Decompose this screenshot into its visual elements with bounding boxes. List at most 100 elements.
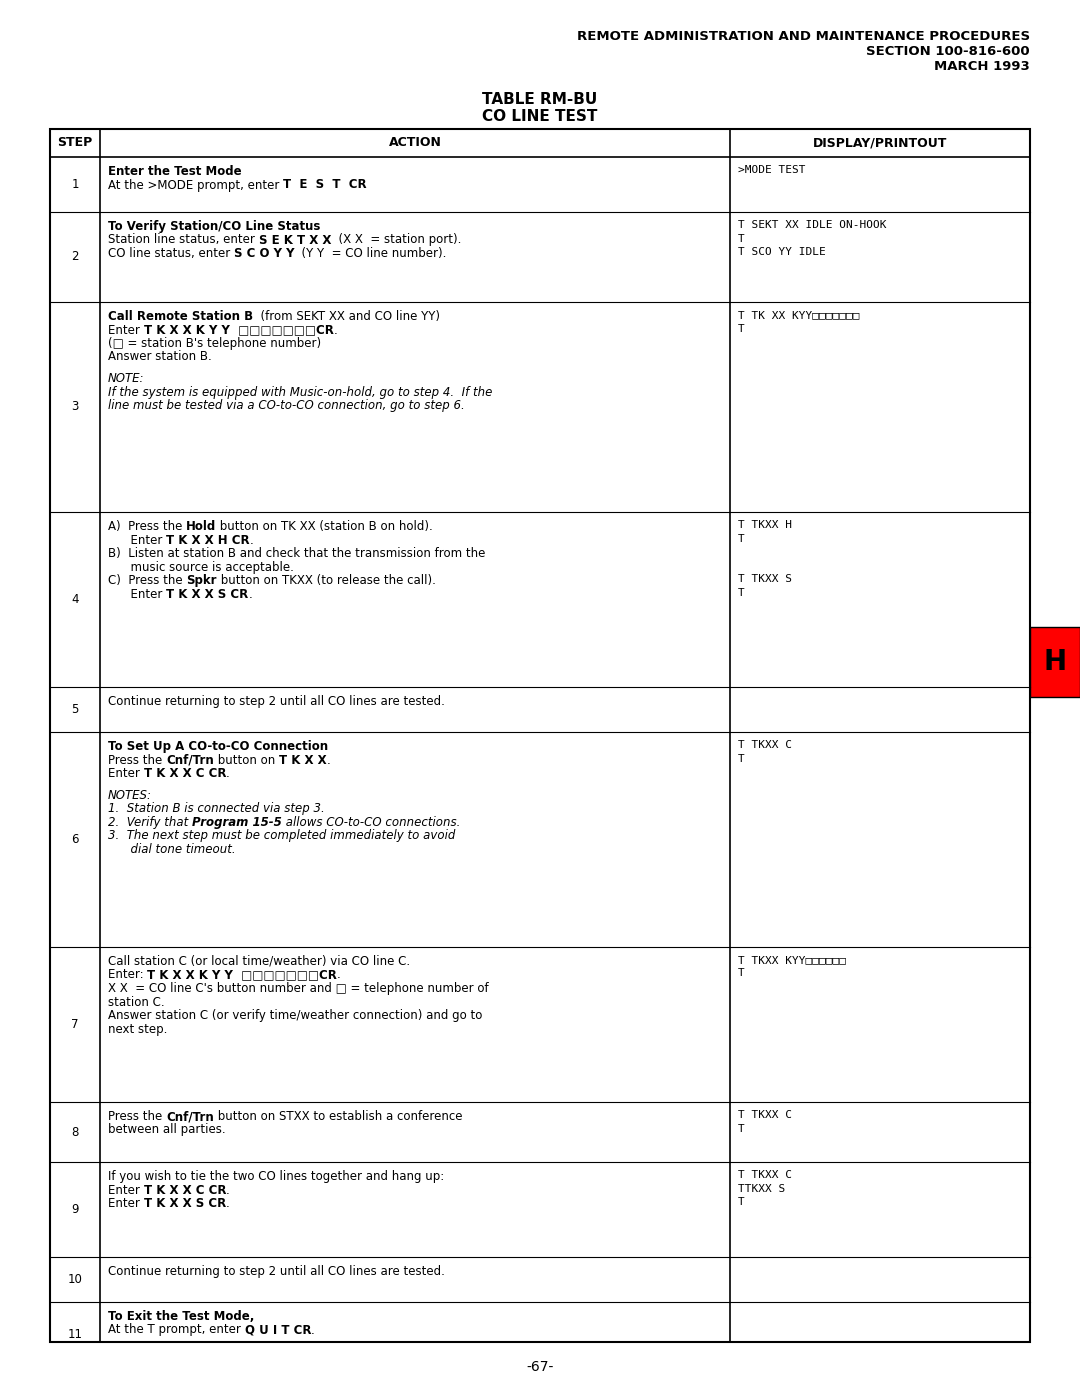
Bar [1030,627,1080,697]
Text: Enter: Enter [108,324,144,337]
Text: line must be tested via a CO-to-CO connection, go to step 6.: line must be tested via a CO-to-CO conne… [108,400,464,412]
Text: 5: 5 [71,703,79,717]
Text: T K X X C CR: T K X X C CR [144,1183,226,1196]
Text: .: . [249,534,254,546]
Text: REMOTE ADMINISTRATION AND MAINTENANCE PROCEDURES: REMOTE ADMINISTRATION AND MAINTENANCE PR… [577,29,1030,43]
Text: To Set Up A CO-to-CO Connection: To Set Up A CO-to-CO Connection [108,740,328,753]
Text: ACTION: ACTION [389,137,442,149]
Bar [50,129,1030,1343]
Text: At the >MODE prompt, enter: At the >MODE prompt, enter [108,179,283,191]
Text: between all parties.: between all parties. [108,1123,226,1137]
Text: Answer station C (or verify time/weather connection) and go to: Answer station C (or verify time/weather… [108,1009,483,1023]
Text: .: . [226,767,230,780]
Text: T TKXX C: T TKXX C [738,1171,792,1180]
Text: T: T [738,968,745,978]
Text: (X X  = station port).: (X X = station port). [330,233,461,246]
Text: Continue returning to step 2 until all CO lines are tested.: Continue returning to step 2 until all C… [108,694,445,708]
Text: Call Remote Station B: Call Remote Station B [108,310,253,323]
Text: .: . [248,588,252,601]
Text: T: T [738,1123,745,1133]
Text: T SCO YY IDLE: T SCO YY IDLE [738,247,826,257]
Text: CO line status, enter: CO line status, enter [108,247,234,260]
Text: T: T [738,588,745,598]
Text: 7: 7 [71,1018,79,1031]
Text: station C.: station C. [108,996,164,1009]
Text: 3.  The next step must be completed immediately to avoid: 3. The next step must be completed immed… [108,828,456,842]
Text: Program 15-5: Program 15-5 [192,816,282,828]
Text: T TKXX C: T TKXX C [738,740,792,750]
Text: -67-: -67- [526,1361,554,1375]
Text: button on TKXX (to release the call).: button on TKXX (to release the call). [217,574,435,587]
Text: Enter: Enter [108,588,166,601]
Text: 9: 9 [71,1203,79,1215]
Text: NOTES:: NOTES: [108,788,152,802]
Text: T K X X S CR: T K X X S CR [166,588,248,601]
Text: A)  Press the: A) Press the [108,520,186,534]
Text: TABLE RM-BU: TABLE RM-BU [483,92,597,108]
Text: 1.  Station B is connected via step 3.: 1. Station B is connected via step 3. [108,802,325,814]
Text: >MODE TEST: >MODE TEST [738,165,806,175]
Text: dial tone timeout.: dial tone timeout. [108,842,235,855]
Text: 6: 6 [71,833,79,847]
Text: CO LINE TEST: CO LINE TEST [483,109,597,124]
Text: X X  = CO line C's button number and □ = telephone number of: X X = CO line C's button number and □ = … [108,982,488,995]
Text: T: T [738,233,745,243]
Text: T SEKT XX IDLE ON-HOOK: T SEKT XX IDLE ON-HOOK [738,219,887,231]
Text: (from SEKT XX and CO line YY): (from SEKT XX and CO line YY) [253,310,441,323]
Text: button on STXX to establish a conference: button on STXX to establish a conference [214,1111,462,1123]
Text: T: T [738,1197,745,1207]
Text: button on: button on [214,753,279,767]
Text: STEP: STEP [57,137,93,149]
Text: T: T [738,753,745,764]
Text: 2.  Verify that: 2. Verify that [108,816,192,828]
Text: Cnf/Trn: Cnf/Trn [166,753,214,767]
Text: .: . [311,1323,315,1337]
Text: T K X X C CR: T K X X C CR [144,767,226,780]
Text: H: H [1043,648,1067,676]
Text: T K X X K Y Y  □□□□□□□CR: T K X X K Y Y □□□□□□□CR [144,324,334,337]
Text: Answer station B.: Answer station B. [108,351,212,363]
Text: DISPLAY/PRINTOUT: DISPLAY/PRINTOUT [813,137,947,149]
Text: Enter: Enter [108,1197,144,1210]
Text: .: . [326,753,330,767]
Text: 1: 1 [71,177,79,191]
Text: 4: 4 [71,592,79,606]
Text: T  E  S  T  CR: T E S T CR [283,179,367,191]
Text: (Y Y  = CO line number).: (Y Y = CO line number). [295,247,447,260]
Text: To Exit the Test Mode,: To Exit the Test Mode, [108,1310,255,1323]
Text: T TKXX H: T TKXX H [738,520,792,529]
Text: Continue returning to step 2 until all CO lines are tested.: Continue returning to step 2 until all C… [108,1266,445,1278]
Text: .: . [337,968,341,982]
Text: At the T prompt, enter: At the T prompt, enter [108,1323,245,1337]
Text: S C O Y Y: S C O Y Y [234,247,295,260]
Text: T TKXX C: T TKXX C [738,1111,792,1120]
Text: allows CO-to-CO connections.: allows CO-to-CO connections. [282,816,460,828]
Text: B)  Listen at station B and check that the transmission from the: B) Listen at station B and check that th… [108,548,485,560]
Text: Enter: Enter [108,767,144,780]
Text: T TKXX S: T TKXX S [738,574,792,584]
Text: T: T [738,534,745,543]
Text: 8: 8 [71,1126,79,1139]
Text: T K X X: T K X X [279,753,326,767]
Text: If you wish to tie the two CO lines together and hang up:: If you wish to tie the two CO lines toge… [108,1171,444,1183]
Text: TTKXX S: TTKXX S [738,1183,785,1193]
Text: next step.: next step. [108,1023,167,1035]
Text: 2: 2 [71,250,79,264]
Text: Enter:: Enter: [108,968,147,982]
Text: Press the: Press the [108,753,166,767]
Text: NOTE:: NOTE: [108,372,145,386]
Text: If the system is equipped with Music-on-hold, go to step 4.  If the: If the system is equipped with Music-on-… [108,386,492,398]
Text: Enter the Test Mode: Enter the Test Mode [108,165,242,177]
Text: Hold: Hold [186,520,216,534]
Text: 3: 3 [71,401,79,414]
Text: T K X X K Y Y  □□□□□□□CR: T K X X K Y Y □□□□□□□CR [147,968,337,982]
Text: T K X X S CR: T K X X S CR [144,1197,226,1210]
Text: C)  Press the: C) Press the [108,574,187,587]
Text: T TKXX KYY□□□□□□: T TKXX KYY□□□□□□ [738,956,846,965]
Text: MARCH 1993: MARCH 1993 [934,60,1030,73]
Text: (□ = station B's telephone number): (□ = station B's telephone number) [108,337,321,351]
Text: S E K T X X: S E K T X X [258,233,330,246]
Text: button on TK XX (station B on hold).: button on TK XX (station B on hold). [216,520,433,534]
Text: .: . [334,324,337,337]
Text: To Verify Station/CO Line Status: To Verify Station/CO Line Status [108,219,321,233]
